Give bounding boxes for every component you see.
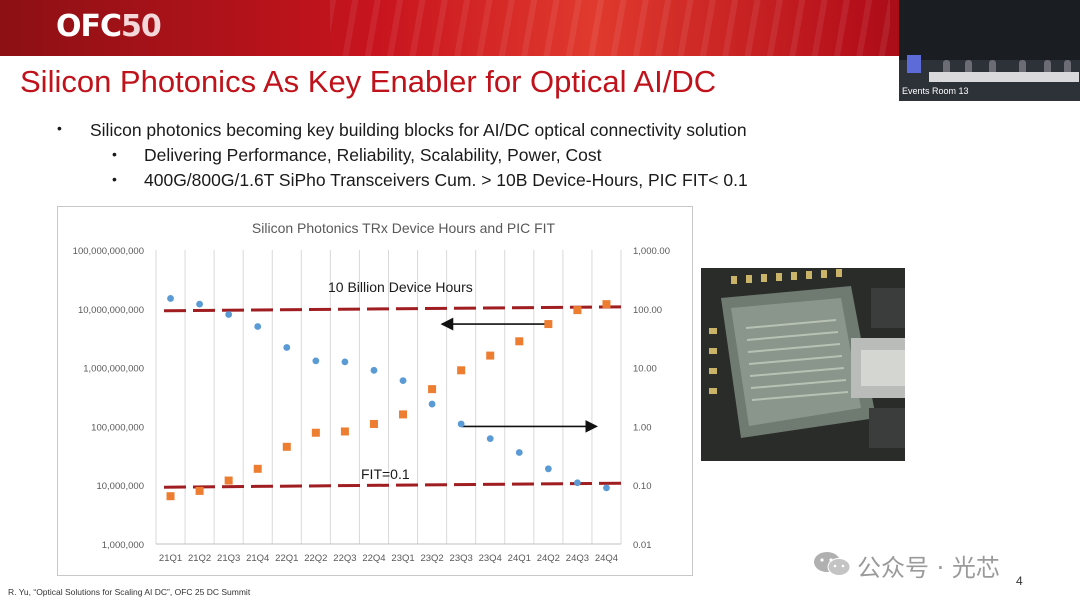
video-panel-table — [929, 72, 1079, 82]
pic-fit-point — [225, 311, 233, 318]
device-hours-point — [340, 427, 349, 436]
ofc-logo: OFC50 — [56, 9, 162, 44]
x-tick-label: 22Q1 — [275, 553, 298, 564]
x-tick-label: 21Q1 — [159, 553, 182, 564]
chart-title: Silicon Photonics TRx Device Hours and P… — [252, 220, 556, 236]
video-screen — [907, 55, 921, 73]
y-left-tick-label: 10,000,000 — [96, 481, 144, 492]
x-tick-label: 21Q4 — [246, 553, 269, 564]
video-person — [1064, 60, 1071, 72]
x-tick-label: 23Q4 — [479, 553, 502, 564]
chart-frame: Silicon Photonics TRx Device Hours and P… — [57, 206, 693, 576]
device-hours-point — [399, 410, 408, 419]
x-tick-label: 24Q1 — [508, 553, 531, 564]
x-tick-label: 21Q3 — [217, 553, 240, 564]
x-tick-label: 24Q4 — [595, 553, 618, 564]
pic-fit-point — [399, 377, 407, 385]
y-left-tick-label: 1,000,000,000 — [83, 364, 144, 375]
x-tick-label: 24Q2 — [537, 553, 560, 564]
device-hours-point — [166, 492, 175, 501]
video-person — [1019, 60, 1026, 72]
device-hours-point — [253, 464, 262, 473]
device-hours-point — [282, 442, 291, 451]
pic-fit-point — [544, 465, 552, 473]
y-right-tick-label: 0.10 — [633, 481, 652, 492]
device-hours-point — [369, 419, 378, 428]
x-tick-label: 21Q2 — [188, 553, 211, 564]
watermark-text: 公众号 · 光芯 — [857, 554, 1000, 582]
reference-line-label: FIT=0.1 — [361, 466, 410, 482]
x-tick-label: 24Q3 — [566, 553, 589, 564]
y-right-tick-label: 1,000.00 — [633, 246, 670, 257]
y-right-tick-label: 100.00 — [633, 305, 662, 316]
x-tick-label: 22Q2 — [304, 553, 327, 564]
bullet-marker: • — [112, 171, 117, 187]
reference-line-label: 10 Billion Device Hours — [328, 279, 473, 295]
wechat-icon — [814, 552, 851, 576]
slide-title: Silicon Photonics As Key Enabler for Opt… — [20, 64, 717, 99]
x-tick-label: 23Q3 — [450, 553, 473, 564]
logo-number: 50 — [121, 9, 162, 44]
pic-fit-point — [457, 420, 465, 428]
device-hours-point — [602, 300, 611, 309]
sipho-chip-photo — [701, 268, 905, 461]
y-left-tick-label: 1,000,000 — [102, 540, 144, 551]
device-hours-point — [544, 320, 553, 329]
video-thumbnail[interactable]: Events Room 13 — [899, 0, 1080, 101]
page-number: 4 — [1016, 574, 1023, 588]
y-right-tick-label: 0.01 — [633, 540, 652, 551]
pic-fit-point — [196, 300, 203, 308]
pic-fit-point — [254, 323, 262, 330]
bullet-marker: • — [112, 146, 117, 162]
pic-fit-point — [312, 357, 320, 365]
device-hours-point — [224, 476, 233, 485]
y-left-tick-label: 100,000,000,000 — [73, 246, 144, 257]
device-hours-point — [311, 428, 320, 437]
pic-fit-point — [486, 435, 494, 443]
device-hours-point — [486, 351, 495, 360]
pic-fit-point — [167, 295, 174, 302]
reference-line — [163, 305, 625, 313]
pic-fit-point — [370, 366, 378, 374]
y-left-tick-label: 10,000,000,000 — [78, 305, 144, 316]
pic-fit-point — [574, 479, 581, 487]
reliability-chart: Silicon Photonics TRx Device Hours and P… — [73, 220, 670, 564]
bullet-sub: Delivering Performance, Reliability, Sca… — [144, 145, 602, 165]
citation-footer: R. Yu, “Optical Solutions for Scaling AI… — [8, 587, 251, 597]
pic-fit-point — [341, 358, 349, 366]
bullet-sub: 400G/800G/1.6T SiPho Transceivers Cum. >… — [144, 170, 748, 190]
video-person — [943, 60, 950, 72]
logo-text: OFC — [56, 9, 122, 44]
pic-fit-point — [515, 449, 523, 456]
y-right-tick-label: 10.00 — [633, 364, 657, 375]
x-tick-label: 22Q3 — [333, 553, 356, 564]
device-hours-point — [457, 366, 466, 375]
chip-image — [701, 268, 905, 461]
pic-fit-point — [603, 484, 610, 492]
video-person — [1044, 60, 1051, 72]
y-right-tick-label: 1.00 — [633, 422, 652, 433]
x-tick-label: 23Q1 — [391, 553, 414, 564]
device-hours-point — [195, 486, 204, 495]
device-hours-point — [573, 306, 582, 315]
bullet-main: Silicon photonics becoming key building … — [90, 120, 747, 140]
device-hours-point — [428, 385, 437, 394]
bullet-marker: • — [57, 120, 62, 136]
video-label: Events Room 13 — [902, 86, 969, 96]
pic-fit-point — [283, 344, 291, 351]
reference-line — [163, 481, 625, 489]
x-tick-label: 23Q2 — [420, 553, 443, 564]
video-person — [989, 60, 996, 72]
device-hours-point — [515, 337, 524, 346]
pic-fit-point — [428, 400, 436, 408]
x-tick-label: 22Q4 — [362, 553, 385, 564]
video-person — [965, 60, 972, 72]
y-left-tick-label: 100,000,000 — [91, 422, 144, 433]
